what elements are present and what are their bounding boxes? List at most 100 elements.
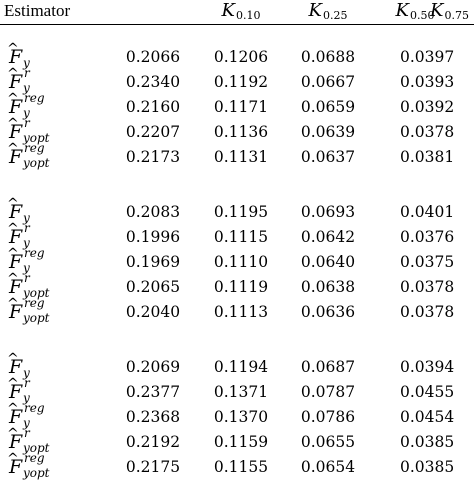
table-cell: 0.2175 [125, 458, 181, 476]
header-rule [0, 24, 474, 26]
table-cell: 0.2207 [125, 123, 181, 141]
table-cell: 0.2069 [125, 358, 181, 376]
estimator-subscript: yopt [23, 286, 50, 300]
estimator-letter: F [9, 456, 23, 478]
hat-accent: ^ [7, 401, 19, 417]
table-cell: 0.2066 [125, 48, 181, 66]
estimator-letter: F [9, 251, 23, 273]
estimator-subscript: y [23, 56, 30, 70]
hat-accent: ^ [7, 141, 19, 157]
estimator-superscript: reg [24, 91, 45, 105]
table-cell: 0.1370 [213, 408, 269, 426]
estimator-letter: F [9, 201, 23, 223]
table-cell: 0.1119 [213, 278, 269, 296]
estimator-superscript: reg [24, 401, 45, 415]
table-cell: 0.1206 [213, 48, 269, 66]
table-cell: 0.0397 [400, 48, 455, 66]
header-estimator: Estimator [4, 1, 71, 20]
table-cell: 0.1194 [213, 358, 269, 376]
table-cell: 0.1110 [213, 253, 269, 271]
estimator-letter: F [9, 276, 23, 298]
table-cell: 0.0392 [400, 98, 455, 116]
table-cell: 0.1195 [213, 203, 269, 221]
estimator-letter: F [9, 96, 23, 118]
estimator-subscript: y [23, 211, 30, 225]
estimator-superscript: r [24, 376, 30, 390]
estimator-subscript: y [23, 416, 30, 430]
estimator-subscript: yopt [23, 156, 50, 170]
table-cell: 0.0381 [400, 148, 455, 166]
table-cell: 0.1192 [213, 73, 269, 91]
table-cell: 0.2368 [125, 408, 181, 426]
estimator-letter: F [9, 46, 23, 68]
hat-accent: ^ [7, 351, 19, 367]
estimator-letter: F [9, 431, 23, 453]
table-cell: 0.0401 [400, 203, 455, 221]
hat-accent: ^ [7, 66, 19, 82]
table-cell: 0.0786 [300, 408, 356, 426]
hat-accent: ^ [7, 296, 19, 312]
header-k-0-75: K0.75 [430, 0, 469, 22]
estimator-letter: F [9, 146, 23, 168]
table-cell: 0.1155 [213, 458, 269, 476]
estimator-letter: F [9, 301, 23, 323]
table-cell: 0.1131 [213, 148, 269, 166]
estimator-superscript: r [24, 66, 30, 80]
hat-accent: ^ [7, 116, 19, 132]
estimator-superscript: reg [24, 451, 45, 465]
table-cell: 0.2377 [125, 383, 181, 401]
hat-accent: ^ [7, 246, 19, 262]
table-cell: 0.2083 [125, 203, 181, 221]
table-cell: 0.0394 [400, 358, 455, 376]
estimator-subscript: yopt [23, 441, 50, 455]
table-cell: 0.2040 [125, 303, 181, 321]
table-cell: 0.1115 [213, 228, 269, 246]
estimator-superscript: r [24, 271, 30, 285]
estimator-letter: F [9, 381, 23, 403]
table-cell: 0.0667 [300, 73, 356, 91]
estimator-letter: F [9, 356, 23, 378]
estimator-subscript: y [23, 236, 30, 250]
estimator-superscript: reg [24, 141, 45, 155]
table-cell: 0.0655 [300, 433, 356, 451]
estimator-superscript: r [24, 221, 30, 235]
table-cell: 0.0385 [400, 433, 455, 451]
estimator-letter: F [9, 121, 23, 143]
table-cell: 0.1113 [213, 303, 269, 321]
table-cell: 0.0455 [400, 383, 455, 401]
table-cell: 0.0693 [300, 203, 356, 221]
table-cell: 0.0639 [300, 123, 356, 141]
estimator-subscript: y [23, 366, 30, 380]
estimator-letter: F [9, 406, 23, 428]
hat-accent: ^ [7, 271, 19, 287]
estimator-letter: F [9, 226, 23, 248]
estimator-superscript: reg [24, 296, 45, 310]
table-cell: 0.0654 [300, 458, 356, 476]
table-cell: 0.0640 [300, 253, 356, 271]
table-cell: 0.0393 [400, 73, 455, 91]
